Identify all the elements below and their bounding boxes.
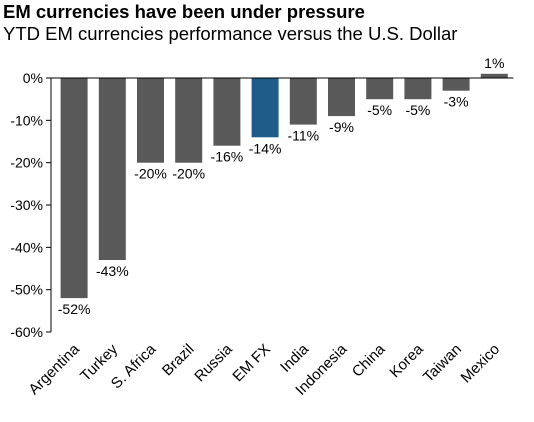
data-label: -3% [444, 94, 469, 110]
data-label: -20% [134, 166, 167, 182]
category-label: Argentina [25, 340, 83, 398]
y-tick-label: -30% [10, 197, 43, 213]
category-label: Russia [191, 340, 236, 385]
data-label: -16% [211, 149, 244, 165]
category-label: Taiwan [420, 341, 465, 386]
bar-s-africa [137, 78, 164, 163]
category-label: Mexico [458, 341, 504, 387]
y-tick-label: -50% [10, 282, 43, 298]
chart-subtitle: YTD EM currencies performance versus the… [3, 23, 458, 44]
data-label: 1% [484, 55, 504, 71]
category-label: EM FX [229, 341, 273, 385]
data-label: -20% [172, 166, 205, 182]
bar-korea [404, 78, 432, 100]
y-tick-label: -20% [10, 155, 43, 171]
data-label: -11% [287, 128, 319, 144]
bar-argentina [60, 78, 88, 299]
y-tick-label: -10% [10, 112, 43, 128]
bar-china [366, 78, 394, 100]
bar-turkey [98, 78, 126, 260]
bar-russia [213, 78, 241, 146]
data-label: -9% [329, 119, 354, 135]
bar-taiwan [442, 78, 470, 91]
category-label: China [349, 340, 389, 380]
data-label: -43% [96, 263, 129, 279]
bar-india [289, 78, 317, 125]
bar-brazil [175, 78, 203, 163]
data-label: -5% [367, 102, 392, 118]
bar-mexico [480, 73, 508, 78]
y-tick-label: -60% [10, 324, 43, 340]
y-tick-label: 0% [23, 70, 43, 86]
data-label: -14% [249, 140, 282, 156]
bar-indonesia [328, 78, 355, 117]
y-tick-label: -40% [10, 239, 43, 255]
data-label: -52% [58, 301, 91, 317]
chart-title: EM currencies have been under pressure [3, 1, 365, 22]
bar-em-fx [251, 78, 279, 138]
data-label: -5% [405, 102, 430, 118]
